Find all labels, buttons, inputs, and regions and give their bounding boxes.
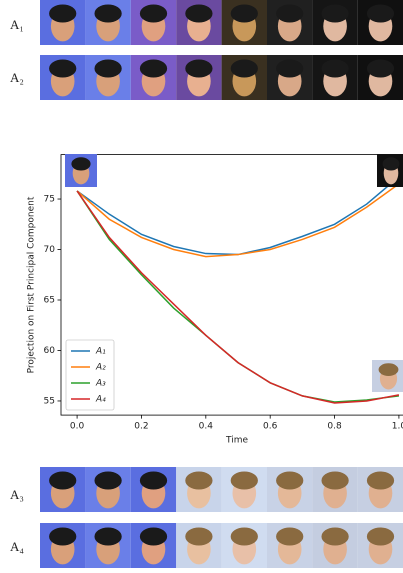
face-thumbnail xyxy=(131,55,176,100)
thumb-hair xyxy=(49,472,76,490)
face-thumbnail xyxy=(222,0,267,45)
thumb-hair xyxy=(185,528,212,546)
face-thumbnail xyxy=(312,523,357,568)
series-line xyxy=(77,177,399,255)
thumb-hair xyxy=(276,528,303,546)
thumb-hair xyxy=(71,157,90,170)
thumb-hair xyxy=(379,363,399,376)
face-thumbnail xyxy=(176,523,221,568)
thumb-hair xyxy=(321,528,348,546)
y-tick-label: 65 xyxy=(44,295,55,305)
face-thumbnail xyxy=(85,467,130,512)
legend-label: A₁ xyxy=(95,347,106,357)
x-tick-label: 0.0 xyxy=(70,422,85,432)
thumb-hair xyxy=(367,5,394,23)
thumb-hair xyxy=(94,472,121,490)
thumb-hair xyxy=(140,472,167,490)
face-thumbnail xyxy=(222,523,267,568)
thumb-hair xyxy=(94,5,121,23)
thumb-hair xyxy=(276,5,303,23)
x-tick-label: 0.8 xyxy=(327,422,342,432)
face-thumbnail xyxy=(358,55,403,100)
thumb-hair xyxy=(49,5,76,23)
face-thumbnail xyxy=(267,0,312,45)
series-line xyxy=(77,191,399,403)
thumb-hair xyxy=(231,472,258,490)
thumb-hair xyxy=(367,60,394,78)
thumb-hair xyxy=(231,528,258,546)
row-label: A₂ xyxy=(10,70,24,85)
x-tick-label: 1.0 xyxy=(392,422,403,432)
face-thumbnail xyxy=(358,523,403,568)
face-thumbnail xyxy=(358,467,403,512)
x-tick-label: 0.6 xyxy=(263,422,278,432)
face-thumbnail xyxy=(312,467,357,512)
face-thumbnail xyxy=(65,154,97,187)
face-thumbnail xyxy=(131,0,176,45)
legend-label: A₂ xyxy=(95,363,106,373)
thumb-hair xyxy=(321,472,348,490)
row-label: A₃ xyxy=(10,487,24,502)
thumb-hair xyxy=(231,5,258,23)
face-thumbnail xyxy=(176,55,221,100)
face-thumbnail xyxy=(40,0,85,45)
series-line xyxy=(77,184,399,257)
y-tick-label: 75 xyxy=(44,195,55,205)
face-thumbnail xyxy=(85,523,130,568)
row-label: A₄ xyxy=(10,539,24,554)
thumb-hair xyxy=(140,528,167,546)
face-thumbnail xyxy=(222,55,267,100)
face-thumbnail xyxy=(40,55,85,100)
thumb-hair xyxy=(367,528,394,546)
thumb-hair xyxy=(185,5,212,23)
x-axis-label: Time xyxy=(225,436,248,446)
thumb-hair xyxy=(231,60,258,78)
thumb-hair xyxy=(276,472,303,490)
row-label: A₁ xyxy=(10,17,24,32)
page: {"strips": [{"label": "A₁"}, {"label": "… xyxy=(0,0,403,569)
face-thumbnail xyxy=(267,523,312,568)
y-tick-label: 60 xyxy=(44,346,56,356)
thumb-hair xyxy=(140,5,167,23)
face-thumbnail xyxy=(85,0,130,45)
thumb-hair xyxy=(140,60,167,78)
face-thumbnail xyxy=(377,154,403,187)
legend-label: A₃ xyxy=(95,379,106,389)
thumb-hair xyxy=(367,472,394,490)
face-thumbnail xyxy=(85,55,130,100)
thumb-hair xyxy=(49,528,76,546)
y-tick-label: 70 xyxy=(44,245,56,255)
thumb-hair xyxy=(276,60,303,78)
face-thumbnail xyxy=(267,55,312,100)
face-thumbnail xyxy=(312,55,357,100)
y-tick-label: 55 xyxy=(44,396,55,406)
face-thumbnail xyxy=(222,467,267,512)
face-thumbnail xyxy=(131,467,176,512)
thumb-hair xyxy=(321,60,348,78)
y-axis-label: Projection on First Principal Component xyxy=(27,196,37,373)
x-tick-label: 0.4 xyxy=(199,422,214,432)
thumb-hair xyxy=(49,60,76,78)
face-thumbnail xyxy=(267,467,312,512)
face-thumbnail xyxy=(372,360,403,392)
thumb-hair xyxy=(94,60,121,78)
face-thumbnail xyxy=(131,523,176,568)
series-line xyxy=(77,191,399,402)
legend-label: A₄ xyxy=(95,395,106,405)
face-thumbnail xyxy=(176,467,221,512)
thumb-hair xyxy=(383,157,400,170)
face-thumbnail xyxy=(312,0,357,45)
thumb-hair xyxy=(185,472,212,490)
face-thumbnail xyxy=(40,467,85,512)
x-tick-label: 0.2 xyxy=(134,422,148,432)
thumb-hair xyxy=(185,60,212,78)
thumb-hair xyxy=(321,5,348,23)
thumb-hair xyxy=(94,528,121,546)
figure: A₁ A₂ A₃ A₄ Time Projection on First Pri… xyxy=(0,0,403,569)
face-thumbnail xyxy=(40,523,85,568)
face-thumbnail xyxy=(176,0,221,45)
face-thumbnail xyxy=(358,0,403,45)
